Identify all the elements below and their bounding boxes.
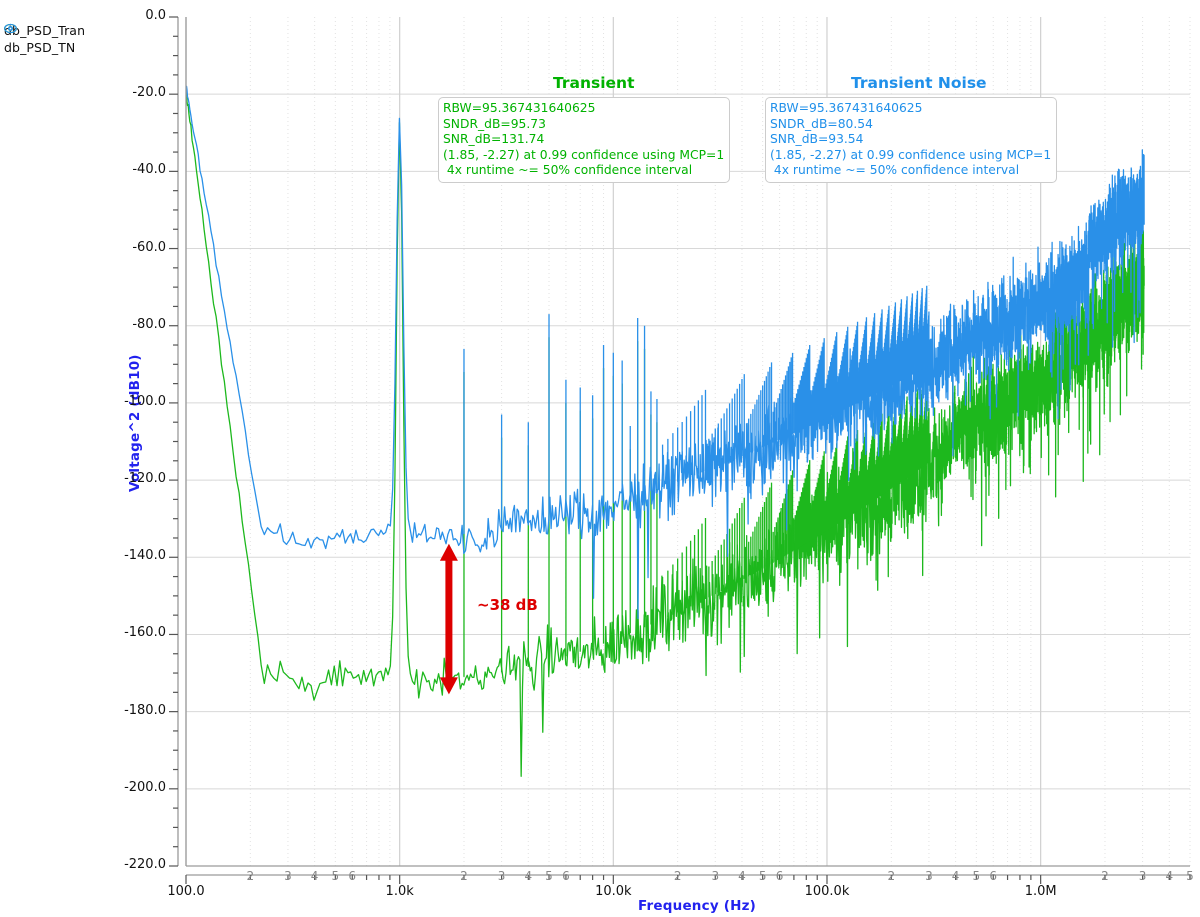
x-tick-label-minor: 5	[1186, 869, 1194, 883]
series-db-psd-tn-spurs	[463, 285, 930, 535]
x-tick-label-minor: 3	[284, 869, 292, 883]
x-tick-label-minor: 5	[331, 869, 340, 883]
x-tick-label-minor: 4	[738, 869, 746, 883]
delta-marker-label: ~38 dB	[477, 596, 538, 614]
y-tick-label: -100.0	[124, 393, 166, 409]
y-tick-label: 0.0	[145, 8, 166, 23]
y-tick-label: -60.0	[132, 239, 166, 255]
x-tick-label-minor: 2	[246, 869, 255, 883]
x-tick-label-minor: 3	[711, 869, 720, 883]
x-tick-label-minor: 6	[989, 869, 998, 883]
x-tick-label-minor: 2	[673, 869, 682, 883]
x-tick-label-minor: 5	[972, 869, 981, 883]
eye-icon[interactable]	[4, 22, 17, 35]
ann-line: 4x runtime ~= 50% confidence interval	[443, 163, 693, 178]
ann-line: (1.85, -2.27) at 0.99 confidence using M…	[443, 147, 725, 162]
x-tick-label-minor: 4	[524, 869, 533, 883]
x-tick-label-major: 10.0k	[595, 884, 632, 899]
y-tick-label: -200.0	[124, 779, 166, 795]
x-tick-label-minor: 3	[1138, 869, 1147, 883]
x-tick-label-minor: 4	[310, 869, 319, 883]
x-tick-label-minor: 6	[775, 869, 784, 883]
transient-noise-annotation-box: RBW=95.367431640625 SNDR_dB=80.54 SNR_dB…	[765, 97, 1058, 183]
x-tick-label-minor: 5	[545, 869, 553, 883]
transient-annotation-title: Transient	[553, 74, 635, 92]
transient-annotation-box: RBW=95.367431640625 SNDR_dB=95.73 SNR_dB…	[438, 97, 731, 183]
x-tick-label-minor: 2	[460, 869, 468, 883]
x-tick-label-minor: 2	[1101, 869, 1109, 883]
x-tick-label-minor: 5	[758, 869, 767, 883]
transient-noise-annotation-title: Transient Noise	[851, 74, 987, 92]
y-tick-label: -20.0	[132, 85, 166, 101]
x-tick-label-major: 1.0M	[1024, 884, 1057, 899]
legend: db_PSD_Tran db_PSD_TN	[4, 22, 85, 56]
x-tick-label-minor: 4	[1165, 869, 1174, 883]
x-tick-label-minor: 3	[497, 869, 506, 883]
x-tick-label-minor: 6	[348, 869, 357, 883]
ann-line: SNR_dB=131.74	[443, 132, 545, 147]
x-tick-label-major: 100.0	[167, 884, 205, 899]
x-tick-label-minor: 3	[925, 869, 933, 883]
ann-line: SNR_dB=93.54	[770, 132, 864, 147]
y-tick-label: -120.0	[124, 471, 166, 487]
ann-line: (1.85, -2.27) at 0.99 confidence using M…	[770, 147, 1052, 162]
y-tick-label: -40.0	[132, 162, 166, 178]
x-tick-label-minor: 2	[887, 869, 896, 883]
y-tick-label: -160.0	[124, 625, 166, 641]
y-tick-label: -140.0	[124, 548, 166, 564]
legend-item-label: db_PSD_TN	[4, 40, 76, 55]
x-tick-label-minor: 4	[951, 869, 960, 883]
x-tick-label-minor: 6	[562, 869, 570, 883]
x-tick-label-major: 1.0k	[385, 884, 414, 899]
x-tick-label-major: 100.0k	[804, 884, 850, 899]
y-tick-label: -80.0	[132, 316, 166, 332]
ann-line: 4x runtime ~= 50% confidence interval	[770, 163, 1020, 178]
series-db-psd-tn	[186, 85, 1145, 620]
y-tick-label: -220.0	[124, 857, 166, 872]
series-db-psd-tran	[186, 87, 1145, 777]
delta-marker-arrow	[439, 543, 458, 695]
y-tick-label: -180.0	[124, 702, 166, 718]
ann-line: RBW=95.367431640625	[443, 101, 596, 115]
legend-item-label: db_PSD_Tran	[4, 23, 86, 38]
ann-line: RBW=95.367431640625	[770, 101, 923, 115]
x-axis-label: Frequency (Hz)	[638, 898, 757, 914]
ann-line: SNDR_dB=80.54	[770, 116, 873, 131]
ann-line: SNDR_dB=95.73	[443, 116, 546, 131]
legend-item[interactable]: db_PSD_TN	[4, 23, 85, 56]
